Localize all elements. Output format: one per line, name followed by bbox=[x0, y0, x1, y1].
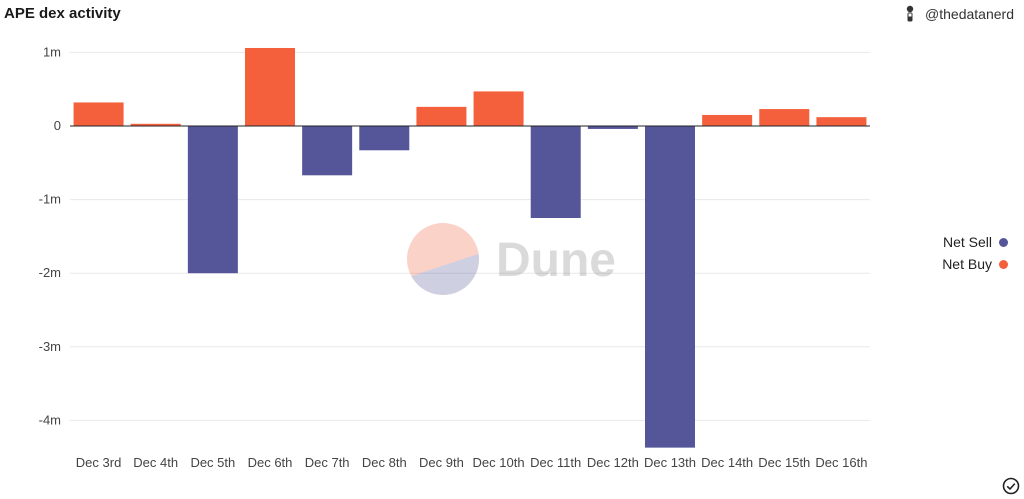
x-tick-label: Dec 4th bbox=[133, 455, 178, 470]
x-tick-label: Dec 10th bbox=[473, 455, 525, 470]
bars bbox=[73, 47, 867, 448]
watermark-text: Dune bbox=[496, 234, 616, 287]
x-axis: Dec 3rd Dec 4th Dec 5th Dec 6th Dec 7th Dec 8… bbox=[76, 455, 868, 470]
x-tick-label: Dec 13th bbox=[644, 455, 696, 470]
bar-net-buy bbox=[816, 117, 867, 126]
bar-net-buy bbox=[73, 102, 124, 126]
check-circle-icon[interactable] bbox=[1002, 477, 1020, 495]
legend-label-net-sell: Net Sell bbox=[942, 234, 992, 250]
x-tick-label: Dec 16th bbox=[815, 455, 867, 470]
chart-title: APE dex activity bbox=[4, 5, 121, 22]
y-axis: 1m 0 -1m -2m -3m -4m bbox=[39, 44, 61, 427]
bar-net-buy bbox=[759, 109, 810, 126]
x-tick-label: Dec 7th bbox=[305, 455, 350, 470]
y-tick-label: -3m bbox=[39, 339, 61, 354]
chart-canvas: Dune 1m 0 -1m -2m -3m -4m Dec 3rd Dec 4th Dec 5… bbox=[39, 44, 870, 470]
bar-net-sell bbox=[302, 126, 353, 176]
bar-net-buy bbox=[416, 106, 467, 126]
legend-item-net-sell[interactable]: Net Sell bbox=[942, 232, 1008, 252]
bar-net-sell bbox=[645, 126, 695, 448]
y-tick-label: 0 bbox=[54, 118, 61, 133]
bar-net-buy bbox=[473, 91, 524, 126]
bar-net-sell bbox=[359, 126, 410, 151]
x-tick-label: Dec 12th bbox=[587, 455, 639, 470]
x-tick-label: Dec 9th bbox=[419, 455, 464, 470]
x-tick-label: Dec 5th bbox=[190, 455, 235, 470]
y-tick-label: -4m bbox=[39, 412, 61, 427]
y-tick-label: -1m bbox=[39, 192, 61, 207]
bar-net-sell bbox=[587, 126, 638, 129]
x-tick-label: Dec 15th bbox=[758, 455, 810, 470]
y-tick-label: -2m bbox=[39, 265, 61, 280]
author-badge[interactable]: @thedatanerd bbox=[903, 5, 1014, 23]
x-tick-label: Dec 3rd bbox=[76, 455, 122, 470]
legend-item-net-buy[interactable]: Net Buy bbox=[942, 254, 1008, 274]
x-tick-label: Dec 8th bbox=[362, 455, 407, 470]
legend-dot-net-sell bbox=[999, 237, 1008, 247]
x-tick-label: Dec 11th bbox=[530, 455, 581, 470]
y-tick-label: 1m bbox=[43, 44, 61, 59]
legend-dot-net-buy bbox=[999, 259, 1008, 269]
dune-logo-icon: Dune bbox=[407, 223, 616, 295]
legend: Net Sell Net Buy bbox=[942, 232, 1008, 276]
author-handle: @thedatanerd bbox=[925, 6, 1014, 22]
bar-net-buy bbox=[130, 123, 181, 126]
x-tick-label: Dec 6th bbox=[248, 455, 293, 470]
bar-net-sell bbox=[530, 126, 581, 218]
bar-net-buy bbox=[702, 114, 753, 126]
bar-net-sell bbox=[187, 126, 238, 274]
legend-label-net-buy: Net Buy bbox=[942, 256, 992, 272]
user-avatar-icon bbox=[906, 5, 914, 22]
x-tick-label: Dec 14th bbox=[701, 455, 753, 470]
bar-net-buy bbox=[245, 47, 295, 126]
